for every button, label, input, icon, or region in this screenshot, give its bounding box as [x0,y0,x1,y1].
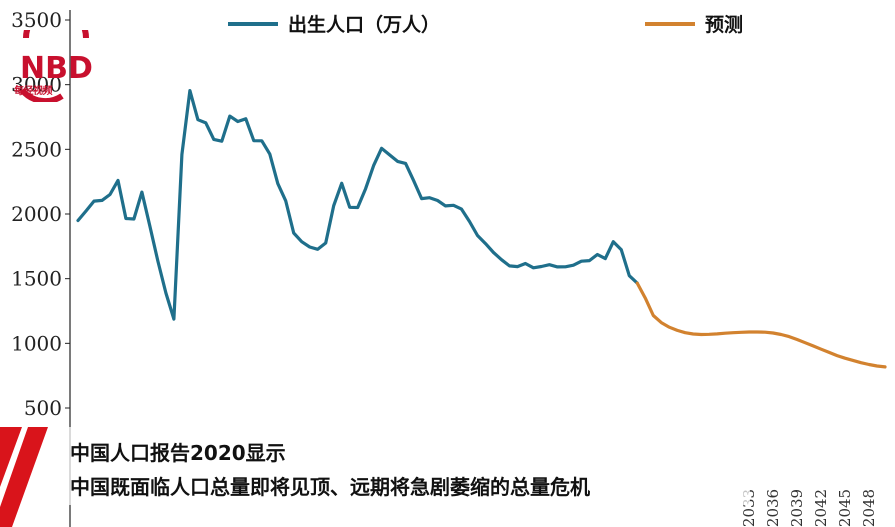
legend-label-forecast: 预测 [705,14,743,36]
logo-text: NBD [20,51,93,86]
x-tick-label: 2036 [764,489,782,527]
banner-background [50,427,750,505]
y-tick-label: 3000 [11,73,62,97]
y-tick-label: 2000 [11,202,62,226]
y-tick-label: 1500 [11,267,62,291]
series-layer [76,88,887,369]
y-tick-label: 1000 [11,331,62,355]
y-tick-label: 500 [24,396,62,420]
caption-subtitle: 中国既面临人口总量即将见顶、远期将急剧萎缩的总量危机 [70,475,590,499]
caption-title: 中国人口报告2020显示 [70,441,286,465]
y-axis: 500 1000 1500 2000 2500 3000 3500 [11,8,71,527]
legend: 出生人口（万人） 预测 [228,13,743,36]
births-series-line [76,88,639,321]
x-tick-label: 2045 [836,489,854,527]
x-tick-label: 2042 [812,489,830,527]
legend-label-births: 出生人口（万人） [288,13,440,36]
logo-subtitle: 每经视频 [14,86,53,97]
y-tick-label: 3500 [11,8,62,32]
caption-banner: 中国人口报告2020显示 中国既面临人口总量即将见顶、远期将急剧萎缩的总量危机 [0,427,895,527]
y-tick-label: 2500 [11,137,62,161]
x-tick-label: 2039 [788,489,806,527]
banner-accent [0,427,48,527]
forecast-series-line [635,281,887,369]
x-tick-label: 2048 [860,489,878,527]
